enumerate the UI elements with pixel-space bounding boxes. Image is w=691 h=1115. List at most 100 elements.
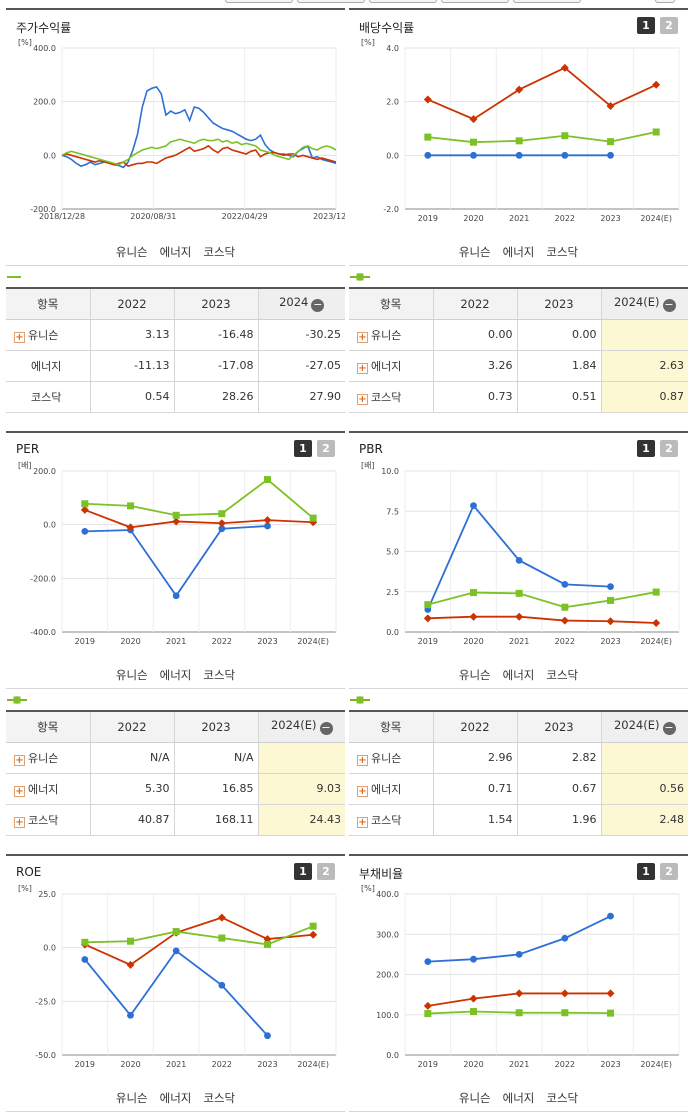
column-header-label: 항목: [37, 719, 59, 734]
data-point: [172, 511, 180, 519]
y-tick-label: 5.0: [386, 548, 399, 557]
x-tick-label: 2020/08/31: [130, 212, 176, 221]
pbr-chart: [배] 10.0 7.5 5.0 2.5 0.0 2019 2020 2021 2022 2023 2…: [361, 461, 680, 646]
collapse-minus-icon[interactable]: −: [319, 721, 333, 736]
legend-item[interactable]: 유니슨: [350, 667, 491, 704]
series-line: [61, 138, 337, 166]
data-point: [560, 989, 569, 998]
page-1-button[interactable]: 1: [637, 17, 655, 34]
stock-return-panel: 주가수익률 [%] 400.0 200.0 0.0 -200.0 2018/12/28 20…: [6, 8, 345, 278]
legend-item[interactable]: 코스닥: [203, 1090, 235, 1106]
data-point: [218, 525, 226, 533]
page-2-button[interactable]: 2: [660, 863, 678, 880]
data-point: [515, 556, 523, 564]
collapse-minus-icon[interactable]: −: [662, 721, 676, 736]
legend-item[interactable]: 코스닥: [7, 244, 235, 278]
data-point: [218, 934, 226, 942]
value-cell: 27.90: [257, 381, 345, 413]
column-header: 2023: [516, 287, 601, 320]
legend-item[interactable]: 유니슨: [350, 244, 491, 281]
data-point: [652, 618, 661, 627]
page-2-button[interactable]: 2: [660, 440, 678, 457]
data-point: [470, 502, 477, 510]
collapse-minus-icon[interactable]: −: [662, 298, 676, 313]
value-cell: 0.56: [600, 773, 688, 805]
expand-plus-icon[interactable]: +: [14, 754, 25, 766]
row-name-cell: + 코스닥: [6, 804, 90, 836]
page-1-button[interactable]: 1: [294, 863, 312, 880]
table-row: + 코스닥 1.54 1.96 2.48: [349, 804, 688, 836]
legend-item[interactable]: 유니슨: [7, 244, 148, 278]
stock-return-table: 항목 2022 2023 2024− + 유니슨 3.13 -16.48 -30.25 에너지 -1…: [6, 287, 345, 413]
page-2-button[interactable]: 2: [660, 17, 678, 34]
legend-item[interactable]: 에너지: [503, 1090, 535, 1106]
panel-title: PBR: [359, 442, 383, 456]
column-header: 2023: [173, 287, 258, 320]
table-row: + 코스닥 0.73 0.51 0.87: [349, 381, 688, 413]
data-point: [470, 1008, 477, 1016]
panel-title: PER: [16, 442, 40, 456]
data-point: [218, 510, 226, 518]
page-1-button[interactable]: 1: [637, 863, 655, 880]
value-cell: 0.54: [89, 381, 174, 413]
data-point: [561, 603, 569, 611]
legend-label: 코스닥: [203, 668, 236, 682]
data-point: [515, 950, 523, 958]
expand-plus-icon[interactable]: +: [14, 785, 25, 797]
data-point: [561, 151, 569, 159]
expand-plus-icon[interactable]: +: [357, 754, 368, 766]
legend-item[interactable]: 코스닥: [350, 244, 578, 281]
legend-item[interactable]: 에너지: [160, 1090, 192, 1106]
data-point: [81, 527, 89, 535]
y-tick-label: 2.5: [386, 588, 399, 597]
data-point: [470, 151, 477, 159]
legend-item[interactable]: 코스닥: [350, 667, 578, 704]
x-tick-label: 2019: [418, 214, 438, 223]
page-2-button[interactable]: 2: [317, 863, 335, 880]
page-1-button[interactable]: 1: [294, 440, 312, 457]
expand-plus-icon[interactable]: +: [357, 362, 368, 374]
legend-label: 에너지: [159, 245, 192, 259]
y-tick-label: 200.0: [33, 467, 56, 476]
legend-item[interactable]: 유니슨: [116, 1090, 148, 1106]
data-point: [309, 930, 318, 939]
panel-title: 부채비율: [359, 867, 404, 881]
x-tick-label: 2020: [120, 637, 140, 646]
legend-item[interactable]: 코스닥: [546, 1090, 578, 1106]
legend-marker: [13, 696, 21, 704]
column-header: 2023: [516, 710, 601, 743]
expand-plus-icon[interactable]: +: [357, 785, 368, 797]
x-tick-label: 2021: [166, 1060, 186, 1069]
chart-legend: 유니슨 에너지 코스닥: [349, 244, 688, 281]
per-table: 항목 2022 2023 2024(E) − + 유니슨 N/A N/A + 에너지 5.30 16.8…: [6, 710, 345, 836]
legend-item[interactable]: 유니슨: [7, 667, 148, 704]
collapse-minus-icon[interactable]: −: [311, 298, 325, 313]
column-header-label: 2022: [117, 719, 147, 734]
unit-label: [%]: [361, 38, 375, 47]
x-tick-label: 2018/12/28: [39, 212, 85, 221]
expand-plus-icon[interactable]: +: [357, 816, 368, 828]
expand-plus-icon[interactable]: +: [14, 331, 25, 343]
column-header: 2022: [432, 287, 517, 320]
expand-plus-icon[interactable]: +: [357, 331, 368, 343]
legend-item[interactable]: 에너지: [7, 244, 192, 278]
legend-item[interactable]: 에너지: [350, 667, 534, 704]
legend-label: 에너지: [502, 245, 535, 259]
expand-plus-icon[interactable]: +: [14, 816, 25, 828]
value-cell: 0.73: [432, 381, 517, 413]
table-row: + 에너지 0.71 0.67 0.56: [349, 773, 688, 805]
page-1-button[interactable]: 1: [637, 440, 655, 457]
value-cell: 16.85: [173, 773, 258, 805]
legend-item[interactable]: 유니슨: [459, 1090, 491, 1106]
chart-legend: 유니슨 에너지 코스닥: [349, 667, 688, 704]
legend-item[interactable]: 에너지: [350, 244, 535, 281]
data-point: [423, 95, 432, 104]
legend-item[interactable]: 에너지: [7, 667, 191, 704]
expand-plus-icon[interactable]: +: [357, 393, 368, 405]
legend-item[interactable]: 코스닥: [7, 667, 236, 704]
legend-swatch-icon: [7, 696, 27, 704]
page-2-button[interactable]: 2: [317, 440, 335, 457]
value-cell: 3.13: [89, 319, 174, 351]
column-header-label: 2024(E): [613, 718, 660, 733]
